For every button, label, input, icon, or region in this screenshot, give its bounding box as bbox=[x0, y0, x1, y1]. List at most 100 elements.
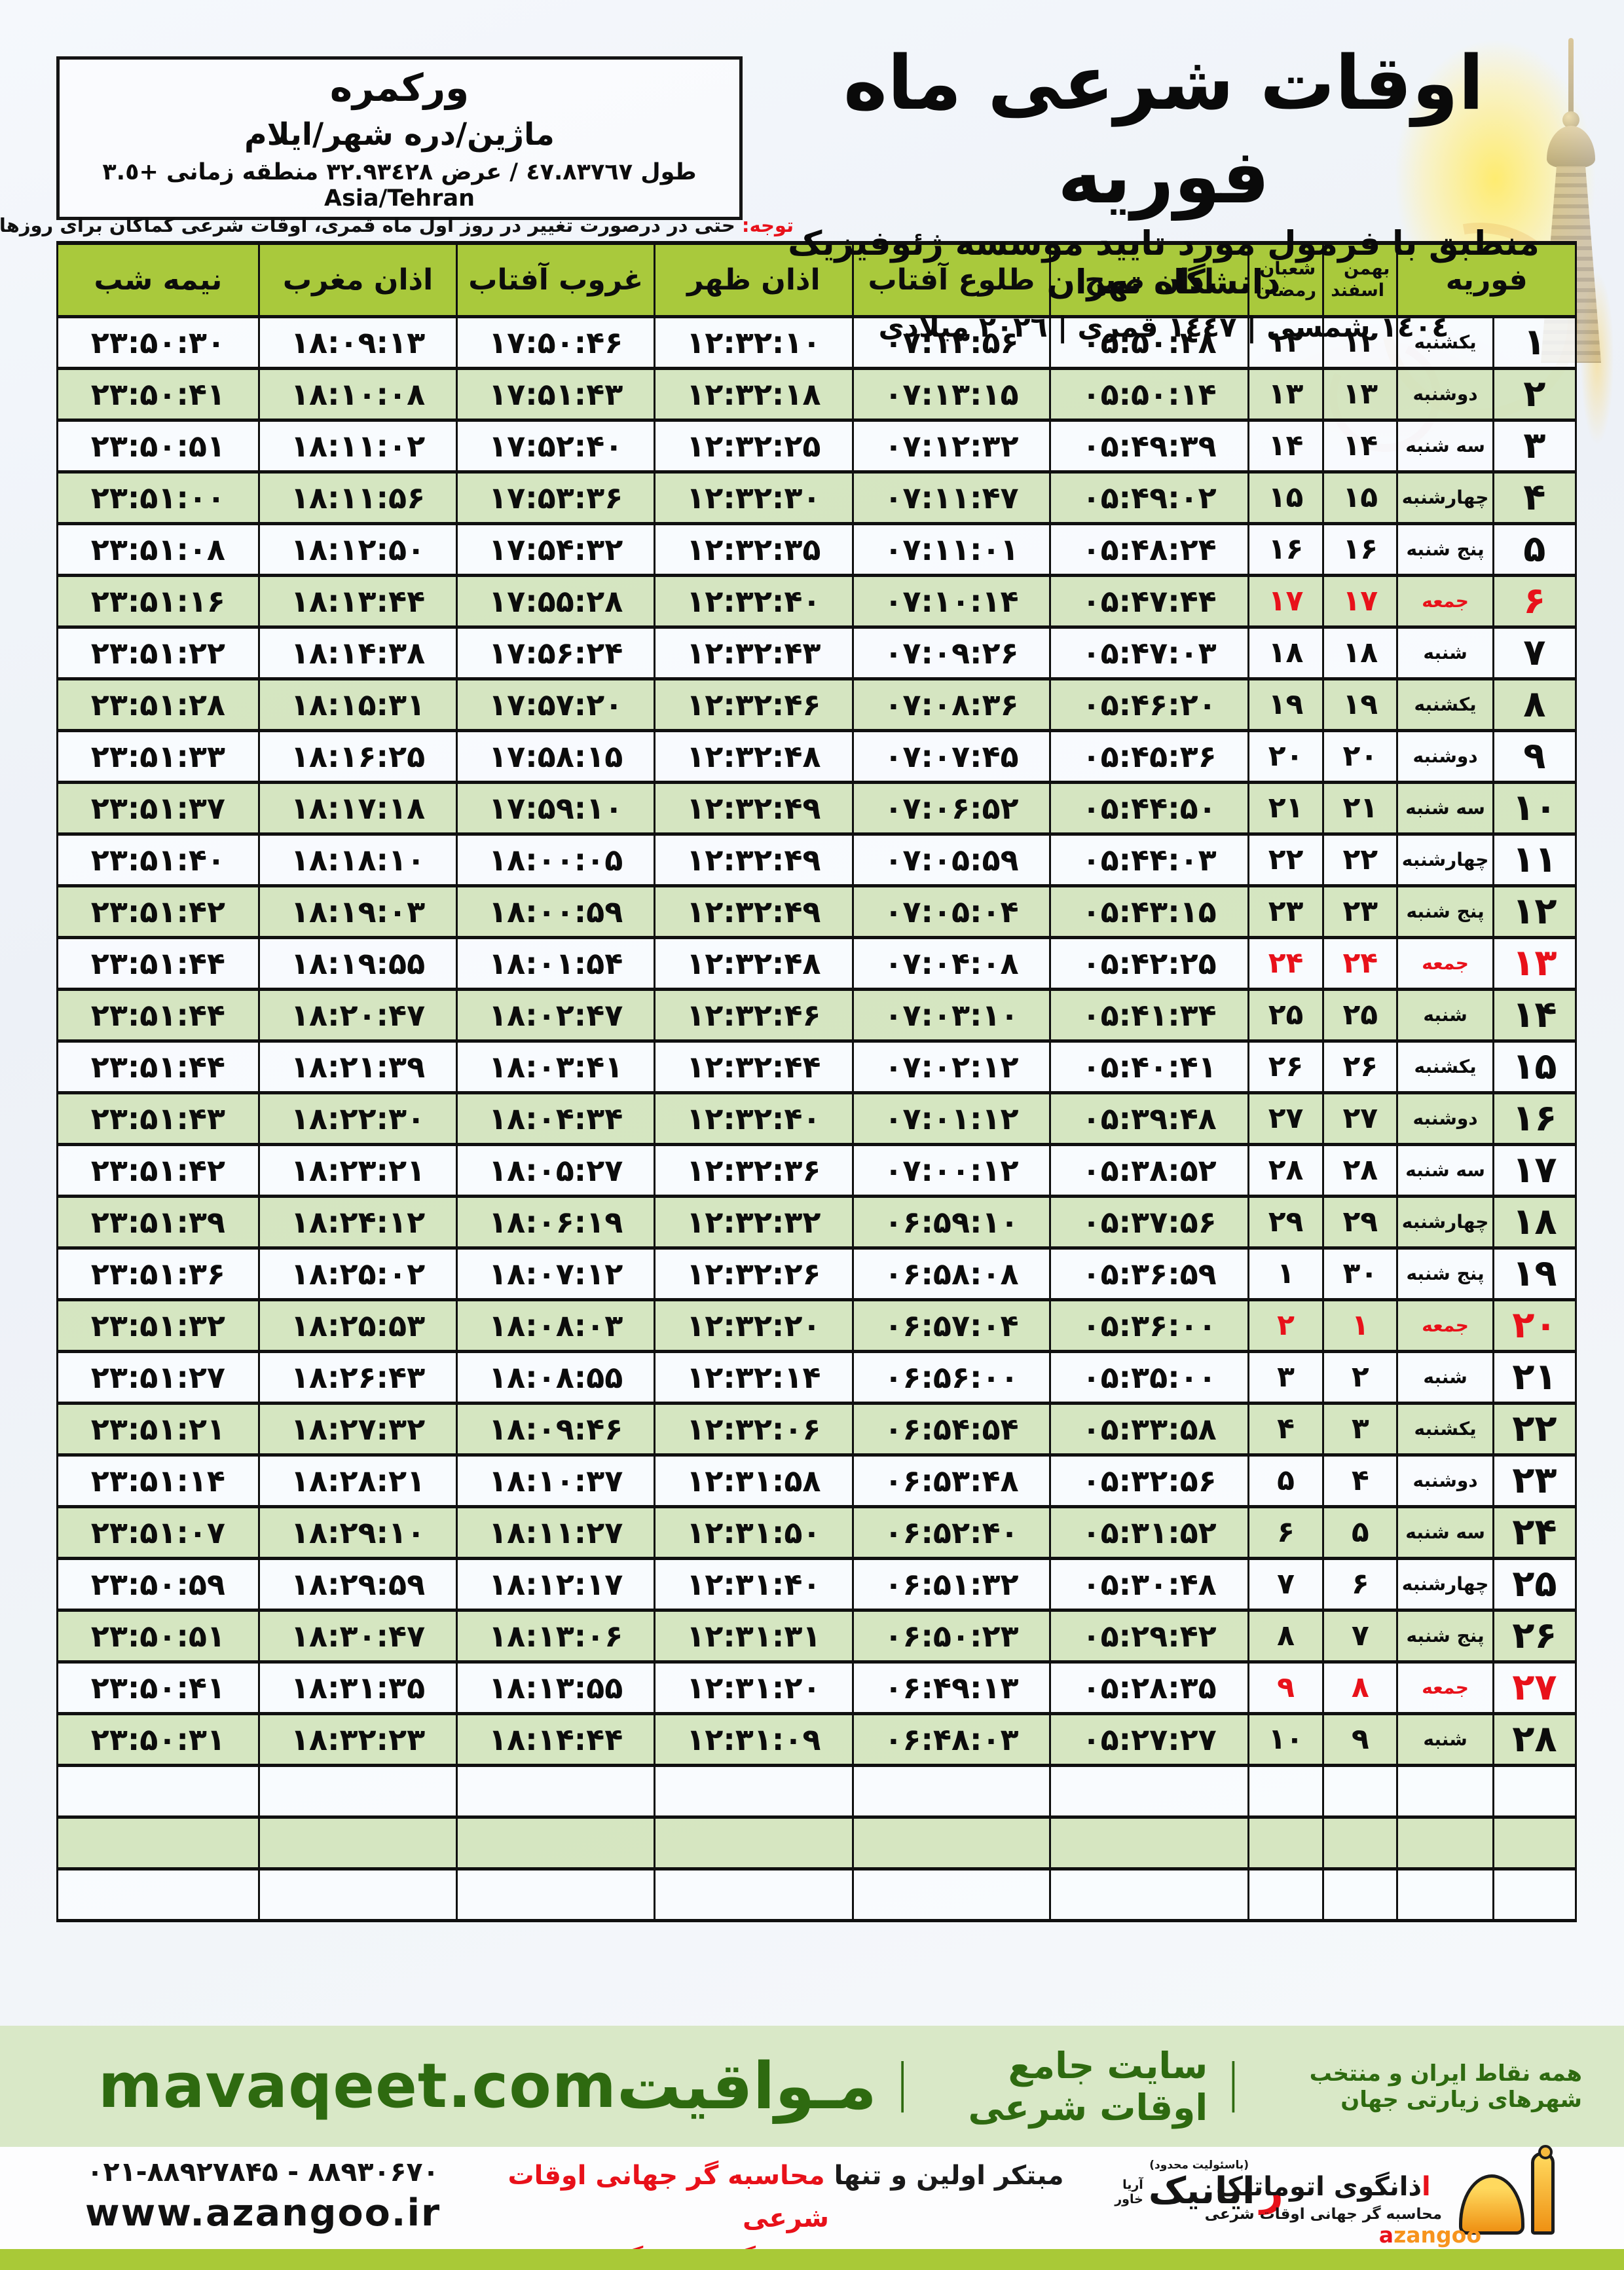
cell-azan-maghreb: ۱۸:۲۹:۱۰ bbox=[257, 1504, 458, 1560]
table-row: ۸ یکشنبه ۱۹ ۱۹ ۰۵:۴۶:۲۰ ۰۷:۰۸:۳۶ ۱۲:۳۲:۴… bbox=[56, 677, 1578, 732]
table-body: ۱ یکشنبه ۱۲ ۱۲ ۰۵:۵۰:۴۸ ۰۷:۱۳:۵۶ ۱۲:۳۲:۱… bbox=[56, 314, 1578, 1922]
cell-february-day bbox=[1492, 1867, 1578, 1922]
cell-nimeshab: ۲۳:۵۱:۴۴ bbox=[56, 1039, 260, 1094]
cell-nimeshab: ۲۳:۵۱:۱۴ bbox=[56, 1453, 260, 1508]
table-row: ۲ دوشنبه ۱۳ ۱۳ ۰۵:۵۰:۱۴ ۰۷:۱۳:۱۵ ۱۲:۳۲:۱… bbox=[56, 366, 1578, 422]
cell-tolu-aftab: ۰۷:۱۰:۱۴ bbox=[851, 573, 1052, 629]
cell-shaban-ramezan-day: ۲۲ bbox=[1247, 832, 1325, 887]
cell-bahman-esfand-day: ۳۰ bbox=[1322, 1246, 1399, 1301]
cell-weekday: شنبه bbox=[1396, 625, 1494, 680]
cell-february-day: ۷ bbox=[1492, 625, 1578, 680]
cell-bahman-esfand-day: ۱۳ bbox=[1322, 366, 1399, 422]
cell-azan-sobh: ۰۵:۴۷:۰۳ bbox=[1049, 625, 1249, 680]
page-title: اوقات شرعی ماه فوریه bbox=[843, 39, 1485, 220]
cell-azan-sobh: ۰۵:۲۹:۴۲ bbox=[1049, 1608, 1249, 1664]
cell-azan-maghreb: ۱۸:۰۹:۱۳ bbox=[257, 314, 458, 370]
cell-february-day: ۱۲ bbox=[1492, 884, 1578, 939]
rayanik-red-letter: ر bbox=[1260, 2167, 1283, 2216]
cell-azan-maghreb: ۱۸:۳۱:۳۵ bbox=[257, 1660, 458, 1715]
cell-azan-maghreb: ۱۸:۱۹:۰۳ bbox=[257, 884, 458, 939]
header-azan-zohr: اذان ظهر bbox=[654, 241, 854, 318]
cell-bahman-esfand-day: ۸ bbox=[1322, 1660, 1399, 1715]
cell-bahman-esfand-day: ۹ bbox=[1322, 1711, 1399, 1767]
azangoo-url[interactable]: www.azangoo.ir bbox=[85, 2191, 441, 2235]
cell-azan-zohr: ۱۲:۳۲:۳۲ bbox=[654, 1194, 854, 1250]
cell-tolu-aftab: ۰۶:۵۸:۰۸ bbox=[851, 1246, 1052, 1301]
cell-shaban-ramezan-day: ۶ bbox=[1247, 1504, 1325, 1560]
cell-azan-zohr: ۱۲:۳۲:۱۰ bbox=[654, 314, 854, 370]
header-february: فوریه bbox=[1396, 241, 1577, 318]
azangoo-latin-name: azangoo bbox=[1378, 2222, 1481, 2248]
table-row: ۵ پنج شنبه ۱۶ ۱۶ ۰۵:۴۸:۲۴ ۰۷:۱۱:۰۱ ۱۲:۳۲… bbox=[56, 521, 1578, 577]
cell-tolu-aftab: ۰۶:۵۰:۲۳ bbox=[851, 1608, 1052, 1664]
cell-february-day: ۱۰ bbox=[1492, 780, 1578, 836]
phone-numbers: ۰۲۱-۸۸۹۲۷۸۴۵ - ۸۸۹۳۰۶۷۰ bbox=[86, 2156, 439, 2187]
cell-bahman-esfand-day: ۲۵ bbox=[1322, 987, 1399, 1043]
cell-shaban-ramezan-day: ۲۸ bbox=[1247, 1142, 1325, 1198]
cell-shaban-ramezan-day: ۲۴ bbox=[1247, 935, 1325, 991]
cell-ghorub-aftab bbox=[456, 1815, 656, 1870]
cell-azan-zohr: ۱۲:۳۲:۱۴ bbox=[654, 1349, 854, 1405]
azangoo-dome-icon: azangoo bbox=[1379, 2145, 1559, 2248]
cell-shaban-ramezan-day: ۵ bbox=[1247, 1453, 1325, 1508]
cell-weekday: چهارشنبه bbox=[1396, 1556, 1494, 1612]
cell-bahman-esfand-day: ۲۴ bbox=[1322, 935, 1399, 991]
cell-bahman-esfand-day: ۲ bbox=[1322, 1349, 1399, 1405]
cell-tolu-aftab: ۰۷:۱۳:۵۶ bbox=[851, 314, 1052, 370]
cell-azan-zohr: ۱۲:۳۲:۴۰ bbox=[654, 573, 854, 629]
header-bahman-esfand: بهمن اسفند bbox=[1322, 241, 1399, 318]
cell-azan-zohr: ۱۲:۳۲:۴۹ bbox=[654, 780, 854, 836]
cell-weekday: دوشنبه bbox=[1396, 728, 1494, 784]
table-row: ۱۹ پنج شنبه ۳۰ ۱ ۰۵:۳۶:۵۹ ۰۶:۵۸:۰۸ ۱۲:۳۲… bbox=[56, 1246, 1578, 1301]
location-box: ورکمره ماژین/دره شهر/ایلام طول ٤٧.٨٣٧٦٧ … bbox=[56, 56, 743, 220]
table-row: ۱۳ جمعه ۲۴ ۲۴ ۰۵:۴۲:۲۵ ۰۷:۰۴:۰۸ ۱۲:۳۲:۴۸… bbox=[56, 935, 1578, 991]
cell-azan-zohr: ۱۲:۳۲:۲۶ bbox=[654, 1246, 854, 1301]
cell-tolu-aftab: ۰۷:۰۰:۱۲ bbox=[851, 1142, 1052, 1198]
cell-tolu-aftab bbox=[851, 1815, 1052, 1870]
cell-azan-zohr: ۱۲:۳۱:۵۰ bbox=[654, 1504, 854, 1560]
cell-ghorub-aftab: ۱۸:۱۰:۳۷ bbox=[456, 1453, 656, 1508]
cell-ghorub-aftab: ۱۸:۰۵:۲۷ bbox=[456, 1142, 656, 1198]
cell-shaban-ramezan-day: ۱۴ bbox=[1247, 418, 1325, 474]
cell-nimeshab: ۲۳:۵۱:۳۶ bbox=[56, 1246, 260, 1301]
cell-azan-sobh bbox=[1049, 1867, 1249, 1922]
rayanik-subname: آریا خاور bbox=[1115, 2178, 1143, 2207]
cell-azan-maghreb: ۱۸:۲۰:۴۷ bbox=[257, 987, 458, 1043]
cell-ghorub-aftab: ۱۸:۰۰:۵۹ bbox=[456, 884, 656, 939]
cell-shaban-ramezan-day: ۱۰ bbox=[1247, 1711, 1325, 1767]
cell-azan-maghreb: ۱۸:۲۸:۲۱ bbox=[257, 1453, 458, 1508]
cell-shaban-ramezan-day: ۲۰ bbox=[1247, 728, 1325, 784]
cell-february-day: ۲۳ bbox=[1492, 1453, 1578, 1508]
cell-bahman-esfand-day: ۴ bbox=[1322, 1453, 1399, 1508]
cell-nimeshab: ۲۳:۵۰:۵۱ bbox=[56, 418, 260, 474]
cell-ghorub-aftab: ۱۸:۰۳:۴۱ bbox=[456, 1039, 656, 1094]
table-row: ۴ چهارشنبه ۱۵ ۱۵ ۰۵:۴۹:۰۲ ۰۷:۱۱:۴۷ ۱۲:۳۲… bbox=[56, 470, 1578, 525]
cell-ghorub-aftab: ۱۸:۱۱:۲۷ bbox=[456, 1504, 656, 1560]
cell-bahman-esfand-day: ۱۵ bbox=[1322, 470, 1399, 525]
cell-azan-sobh: ۰۵:۳۸:۵۲ bbox=[1049, 1142, 1249, 1198]
cell-azan-maghreb: ۱۸:۲۱:۳۹ bbox=[257, 1039, 458, 1094]
cell-bahman-esfand-day: ۱۹ bbox=[1322, 677, 1399, 732]
cell-tolu-aftab bbox=[851, 1763, 1052, 1819]
cell-ghorub-aftab: ۱۸:۰۹:۴۶ bbox=[456, 1401, 656, 1457]
cell-shaban-ramezan-day bbox=[1247, 1867, 1325, 1922]
cell-shaban-ramezan-day: ۷ bbox=[1247, 1556, 1325, 1612]
cell-weekday bbox=[1396, 1763, 1494, 1819]
cell-february-day: ۱۵ bbox=[1492, 1039, 1578, 1094]
cell-tolu-aftab: ۰۶:۵۲:۴۰ bbox=[851, 1504, 1052, 1560]
cell-nimeshab: ۲۳:۵۱:۴۰ bbox=[56, 832, 260, 887]
cell-ghorub-aftab: ۱۷:۵۶:۲۴ bbox=[456, 625, 656, 680]
mavaqeet-url[interactable]: mavaqeet.com bbox=[98, 2051, 617, 2122]
cell-azan-sobh: ۰۵:۵۰:۴۸ bbox=[1049, 314, 1249, 370]
cell-bahman-esfand-day bbox=[1322, 1763, 1399, 1819]
cell-shaban-ramezan-day: ۲۱ bbox=[1247, 780, 1325, 836]
cell-shaban-ramezan-day: ۲۶ bbox=[1247, 1039, 1325, 1094]
cell-nimeshab: ۲۳:۵۱:۳۷ bbox=[56, 780, 260, 836]
cell-shaban-ramezan-day: ۱۹ bbox=[1247, 677, 1325, 732]
cell-bahman-esfand-day: ۱ bbox=[1322, 1297, 1399, 1353]
cell-weekday: یکشنبه bbox=[1396, 1401, 1494, 1457]
cell-february-day: ۱۳ bbox=[1492, 935, 1578, 991]
cell-azan-maghreb: ۱۸:۱۳:۴۴ bbox=[257, 573, 458, 629]
cell-azan-sobh: ۰۵:۴۹:۰۲ bbox=[1049, 470, 1249, 525]
